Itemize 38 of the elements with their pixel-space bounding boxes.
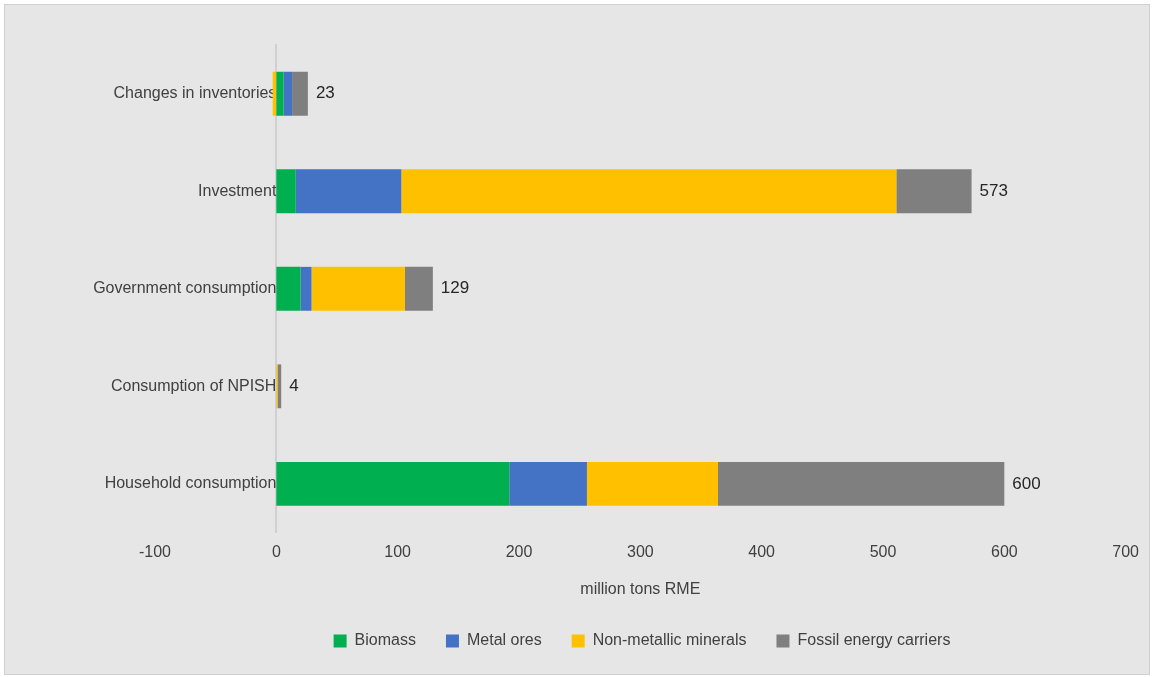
bar — [276, 461, 510, 506]
bar — [276, 71, 284, 116]
bar — [300, 266, 312, 311]
bar — [311, 266, 405, 311]
bar — [586, 461, 718, 506]
bar — [292, 71, 308, 116]
y-tick-label: Household consumption — [104, 474, 277, 492]
x-tick-label: -100 — [138, 542, 172, 560]
bar — [295, 169, 402, 214]
total-label: 573 — [979, 180, 1008, 200]
y-tick-label: Changes in inventories — [113, 84, 277, 102]
y-tick-label: Government consumption — [93, 279, 277, 297]
x-tick-label: 100 — [384, 542, 412, 560]
bar — [276, 169, 296, 214]
x-tick-label: 200 — [505, 542, 533, 560]
x-tick-label: 500 — [869, 542, 897, 560]
bar — [276, 266, 301, 311]
x-tick-label: 300 — [626, 542, 654, 560]
total-label: 23 — [315, 83, 335, 103]
x-tick-label: 600 — [990, 542, 1018, 560]
bar — [896, 169, 972, 214]
y-tick-label: Consumption of NPISH — [110, 376, 277, 394]
total-label: 600 — [1012, 473, 1041, 493]
x-tick-label: 700 — [1112, 542, 1140, 560]
total-label: 4 — [289, 376, 299, 396]
bar — [404, 266, 433, 311]
x-axis-title: million tons RME — [580, 579, 701, 597]
legend-label: Biomass — [354, 631, 416, 649]
legend-label: Fossil energy carriers — [797, 631, 951, 649]
bar — [283, 71, 293, 116]
bar — [401, 169, 897, 214]
legend-label: Metal ores — [466, 631, 542, 649]
total-label: 129 — [440, 278, 470, 298]
x-tick-label: 0 — [271, 542, 281, 560]
bar — [717, 461, 1005, 506]
bar — [509, 461, 587, 506]
x-tick-label: 400 — [748, 542, 776, 560]
legend-label: Non-metallic minerals — [592, 631, 747, 649]
